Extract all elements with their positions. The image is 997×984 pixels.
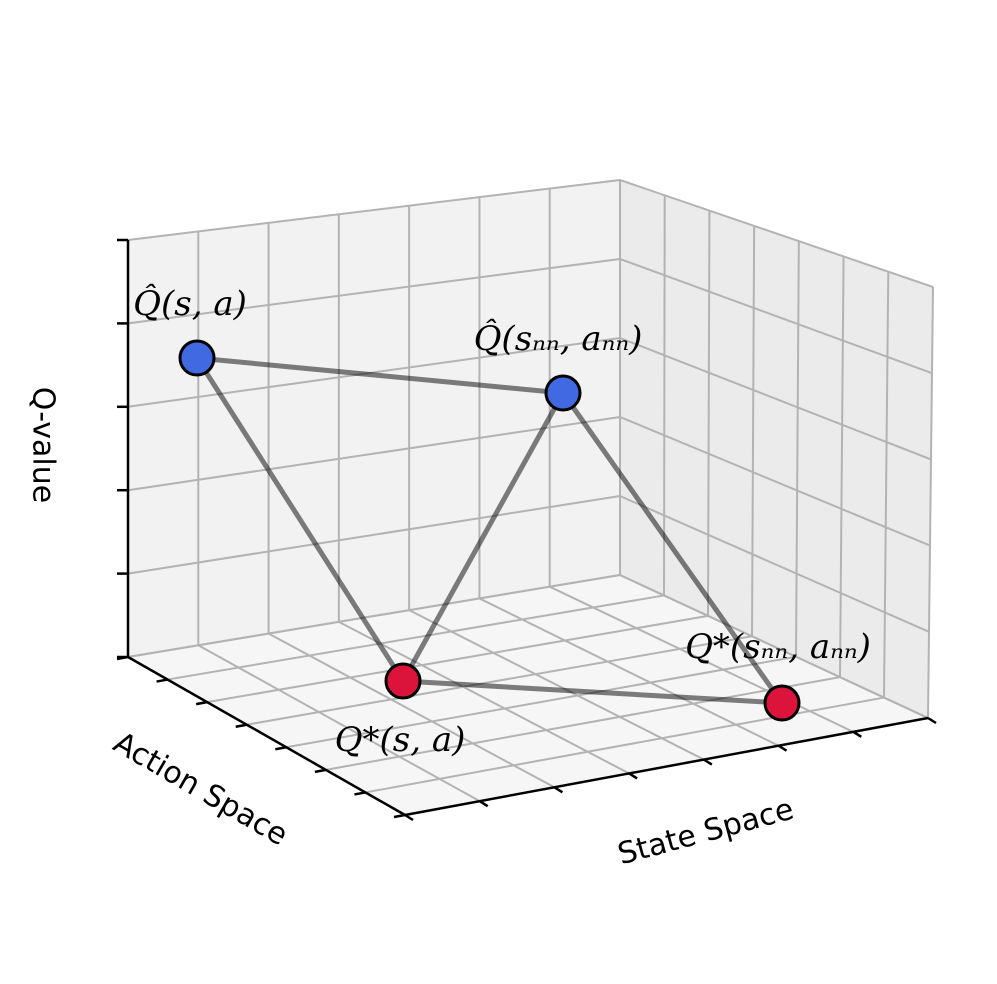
y-axis-tick [156,678,168,683]
back-grid-line [127,258,621,325]
x-axis-tick [479,800,489,808]
floor-grid-line [478,597,780,747]
node [178,339,216,377]
right-grid-line [619,416,931,547]
node-label: Q*(sₙₙ, aₙₙ) [685,627,871,667]
right-grid-line [619,495,930,633]
back-grid-line [127,337,621,408]
floor-grid-line [246,635,753,726]
floor-grid-line [167,594,665,681]
y-axis-tick [116,655,129,661]
floor-grid-line [197,644,481,803]
floor-grid-line [325,676,841,771]
right-grid-line [927,286,934,719]
edge [196,355,564,396]
x-axis-tick [404,813,414,822]
right-grid-line [795,241,800,657]
y-axis-tick [393,813,406,819]
right-grid-line [619,179,934,288]
right-grid-line [619,337,932,461]
right-grid-line [707,210,711,616]
edge [402,678,783,706]
right-grid-line [663,195,666,596]
floor-grid-line [268,632,555,789]
floor-grid-line [206,614,709,704]
edges [194,355,785,706]
y-axis [127,655,406,817]
x-axis-tick [553,786,564,794]
floor-grid-line [619,574,929,719]
nodes: Q̂(s, a) Q̂(sₙₙ, aₙₙ) Q*(s, a) Q*(sₙₙ, aₙₙ) [133,283,871,760]
floor-grid-line [549,585,854,733]
right-grid-line [751,225,756,637]
y-axis-tick [195,700,208,706]
node [763,684,801,722]
x-axis-tick [703,758,713,766]
axes [116,238,937,822]
node [384,662,422,700]
back-grid-line [127,179,621,241]
floor-grid-line [338,620,630,775]
x-axis-tick [852,730,862,738]
y-axis-tick [235,723,247,728]
x-axis-tick [628,772,638,780]
floor-grid-line [127,574,621,658]
right-grid-line [619,258,933,375]
x-axis-tick [777,744,788,752]
right-grid-line [839,256,845,678]
y-axis-tick [354,791,366,796]
x-axis-tick [927,716,937,725]
back-pane [128,180,620,657]
node-label: Q̂(sₙₙ, aₙₙ) [474,318,643,359]
right-grid-line [883,271,890,698]
floor-grid-line [408,609,705,761]
node [544,374,582,412]
panes [128,180,933,815]
back-grid-line [127,416,621,492]
edge [194,356,406,683]
x-axis [404,716,929,817]
back-grid-line [127,495,621,575]
floor-grid-line [286,655,797,749]
z-axis-label: Q-value [26,387,61,503]
y-axis-tick [275,746,287,751]
node-label: Q*(s, a) [335,720,466,760]
floor-grid-line [365,696,885,794]
y-axis-label: Action Space [107,725,293,853]
y-axis-tick [314,768,327,774]
edge [560,391,785,705]
x-axis-label: State Space [614,792,797,872]
edge [400,391,566,683]
node-label: Q̂(s, a) [133,283,247,324]
